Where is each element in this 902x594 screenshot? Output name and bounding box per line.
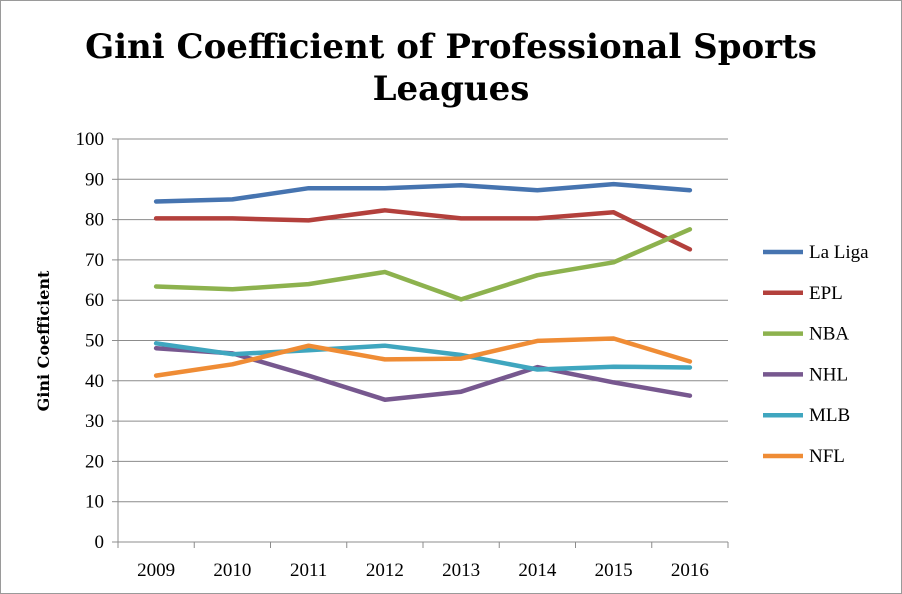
legend: La Liga EPL NBA NHL MLB NFL [763, 242, 869, 467]
legend-label-mlb: MLB [809, 405, 850, 426]
series-line-nba [153, 227, 693, 302]
y-tick-labels: 0 10 20 30 40 50 60 70 80 90 100 [76, 129, 105, 553]
y-tick-label: 70 [85, 250, 104, 271]
x-tick-label: 2016 [671, 560, 709, 581]
x-tick-label: 2012 [366, 560, 404, 581]
y-tick-label: 20 [85, 451, 104, 472]
legend-label-epl: EPL [809, 283, 843, 304]
y-tick-label: 30 [85, 411, 104, 432]
series-line-la-liga [153, 181, 693, 204]
x-tick-label: 2015 [595, 560, 633, 581]
series-line-epl [153, 208, 693, 252]
x-tick-label: 2011 [290, 560, 327, 581]
y-tick-label: 10 [85, 492, 104, 513]
series-lines [153, 181, 693, 402]
y-tick-label: 90 [85, 169, 104, 190]
legend-label-nba: NBA [809, 324, 849, 345]
x-tick-label: 2014 [518, 560, 557, 581]
x-tick-labels: 2009 2010 2011 2012 2013 2014 2015 2016 [117, 542, 729, 581]
legend-label-la-liga: La Liga [809, 242, 869, 263]
y-tick-label: 0 [95, 532, 105, 553]
chart-title-line-2: Leagues [373, 69, 530, 109]
y-tick-label: 40 [85, 371, 104, 392]
legend-label-nfl: NFL [809, 446, 845, 467]
x-tick-label: 2013 [442, 560, 480, 581]
series-line-nhl [153, 345, 693, 402]
y-tick-label: 50 [85, 331, 104, 352]
series-line-nfl [153, 336, 693, 378]
y-tick-label: 80 [85, 210, 104, 231]
y-axis-label: Gini Coefficient [34, 270, 53, 411]
x-tick-label: 2009 [137, 560, 175, 581]
series-line-mlb [153, 341, 693, 372]
legend-label-nhl: NHL [809, 364, 848, 385]
y-tick-label: 100 [76, 129, 105, 150]
chart-title: Gini Coefficient of Professional Sports … [85, 27, 817, 109]
x-tick-label: 2010 [213, 560, 251, 581]
chart-title-line-1: Gini Coefficient of Professional Sports [85, 27, 817, 67]
y-tick-label: 60 [85, 290, 104, 311]
